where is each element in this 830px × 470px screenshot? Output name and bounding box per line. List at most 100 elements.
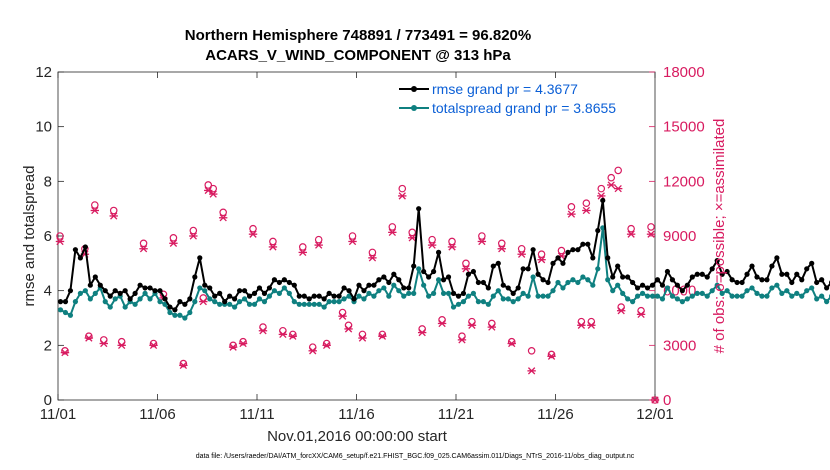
spread-point <box>431 290 437 296</box>
spread-point <box>654 293 661 299</box>
obs-assimilated-marker <box>248 230 258 238</box>
spread-point <box>241 296 248 302</box>
rmse-point <box>525 266 531 272</box>
rmse-point <box>824 285 830 291</box>
y-tick-label-left: 0 <box>44 392 52 409</box>
rmse-point <box>281 277 287 283</box>
spread-point <box>704 293 710 299</box>
obs-assimilated-marker <box>388 228 397 237</box>
rmse-point <box>137 282 143 288</box>
rmse-point <box>480 279 486 286</box>
spread-point <box>57 307 64 313</box>
spread-point <box>271 288 278 294</box>
spread-point <box>122 304 128 310</box>
rmse-point <box>610 274 616 280</box>
spread-point <box>525 293 531 299</box>
spread-point <box>391 282 397 288</box>
spread-point <box>809 285 815 291</box>
obs-assimilated-marker <box>467 321 477 329</box>
obs-possible-marker <box>149 339 158 348</box>
obs-possible-marker <box>527 346 536 355</box>
spread-point <box>689 293 695 299</box>
obs-assimilated-marker <box>477 237 487 246</box>
obs-possible-marker <box>398 184 407 193</box>
spread-point <box>804 288 810 294</box>
rmse-point <box>764 277 770 283</box>
rmse-point <box>794 271 800 277</box>
rmse-series <box>57 197 830 313</box>
legend-rmse-label: rmse grand pr = 4.3677 <box>432 81 578 97</box>
spread-point <box>281 285 287 291</box>
rmse-point <box>455 293 462 299</box>
spread-point <box>77 290 83 296</box>
x-tick-label: 11/01 <box>40 406 76 423</box>
y-tick-label-left: 8 <box>44 173 52 190</box>
spread-point <box>346 293 352 299</box>
rmse-point <box>87 282 93 288</box>
spread-point <box>799 293 805 299</box>
rmse-point <box>102 288 108 294</box>
obs-assimilated-marker <box>60 348 70 357</box>
spread-point <box>500 296 506 302</box>
rmse-point <box>654 277 661 283</box>
spread-point <box>555 279 561 286</box>
spread-point <box>361 296 367 302</box>
obs-assimilated-marker <box>228 343 238 351</box>
obs-possible-marker <box>647 223 655 231</box>
rmse-point <box>575 247 581 253</box>
y-tick-label-right: 15000 <box>663 119 705 136</box>
x-axis: 11/01 11/06 11/11 11/16 11/21 11/26 12/01 <box>40 72 674 423</box>
spread-point <box>386 293 392 299</box>
spread-point <box>286 290 292 296</box>
obs-assimilated-marker <box>314 241 323 249</box>
spread-point <box>789 293 795 299</box>
rmse-point <box>296 293 302 299</box>
rmse-point <box>117 290 123 296</box>
rmse-point <box>341 285 347 291</box>
obs-possible-marker <box>56 232 64 240</box>
spread-point <box>296 301 302 307</box>
rmse-point <box>236 288 243 294</box>
spread-point <box>625 296 631 302</box>
x-axis-label: Nov.01,2016 00:00:00 start <box>267 428 448 445</box>
obs-possible-marker <box>289 330 297 339</box>
spread-point <box>495 288 501 294</box>
rmse-point <box>694 271 700 277</box>
rmse-point <box>630 279 636 286</box>
obs-assimilated-marker <box>457 336 467 344</box>
rmse-point <box>396 277 402 283</box>
rmse-point <box>440 277 447 283</box>
rmse-point <box>540 277 546 283</box>
rmse-point <box>774 255 780 261</box>
spread-point <box>595 266 601 272</box>
obs-assimilated-marker <box>179 361 188 370</box>
rmse-point <box>92 274 98 280</box>
spread-point <box>575 279 581 286</box>
obs-assimilated-marker <box>497 245 506 253</box>
rmse-point <box>152 288 158 294</box>
obs-possible-marker <box>298 243 307 251</box>
rmse-point <box>644 285 651 291</box>
rmse-point <box>197 255 203 261</box>
obs-assimilated-marker <box>616 307 626 315</box>
rmse-point <box>535 271 541 277</box>
spread-point <box>605 277 611 283</box>
rmse-point <box>67 288 74 294</box>
spread-point <box>137 296 143 302</box>
x-tick-label: 11/21 <box>438 406 474 423</box>
rmse-point <box>495 260 501 266</box>
x-tick-label: 11/26 <box>537 406 573 423</box>
obs-assimilated-marker <box>117 341 126 349</box>
spread-point <box>142 290 148 296</box>
rmse-point <box>550 260 556 266</box>
spread-point <box>326 299 332 305</box>
obs-assimilated-marker <box>209 190 218 198</box>
spread-point <box>634 293 641 299</box>
obs-possible-marker <box>607 173 616 182</box>
y-tick-label-right: 12000 <box>663 173 705 190</box>
rmse-point <box>127 296 133 302</box>
obs-possible-marker <box>378 330 387 339</box>
spread-point <box>321 304 327 310</box>
spread-point <box>132 301 138 307</box>
spread-point <box>590 282 596 288</box>
